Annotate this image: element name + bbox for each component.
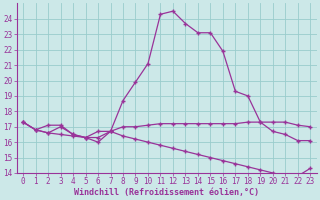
X-axis label: Windchill (Refroidissement éolien,°C): Windchill (Refroidissement éolien,°C) xyxy=(74,188,259,197)
